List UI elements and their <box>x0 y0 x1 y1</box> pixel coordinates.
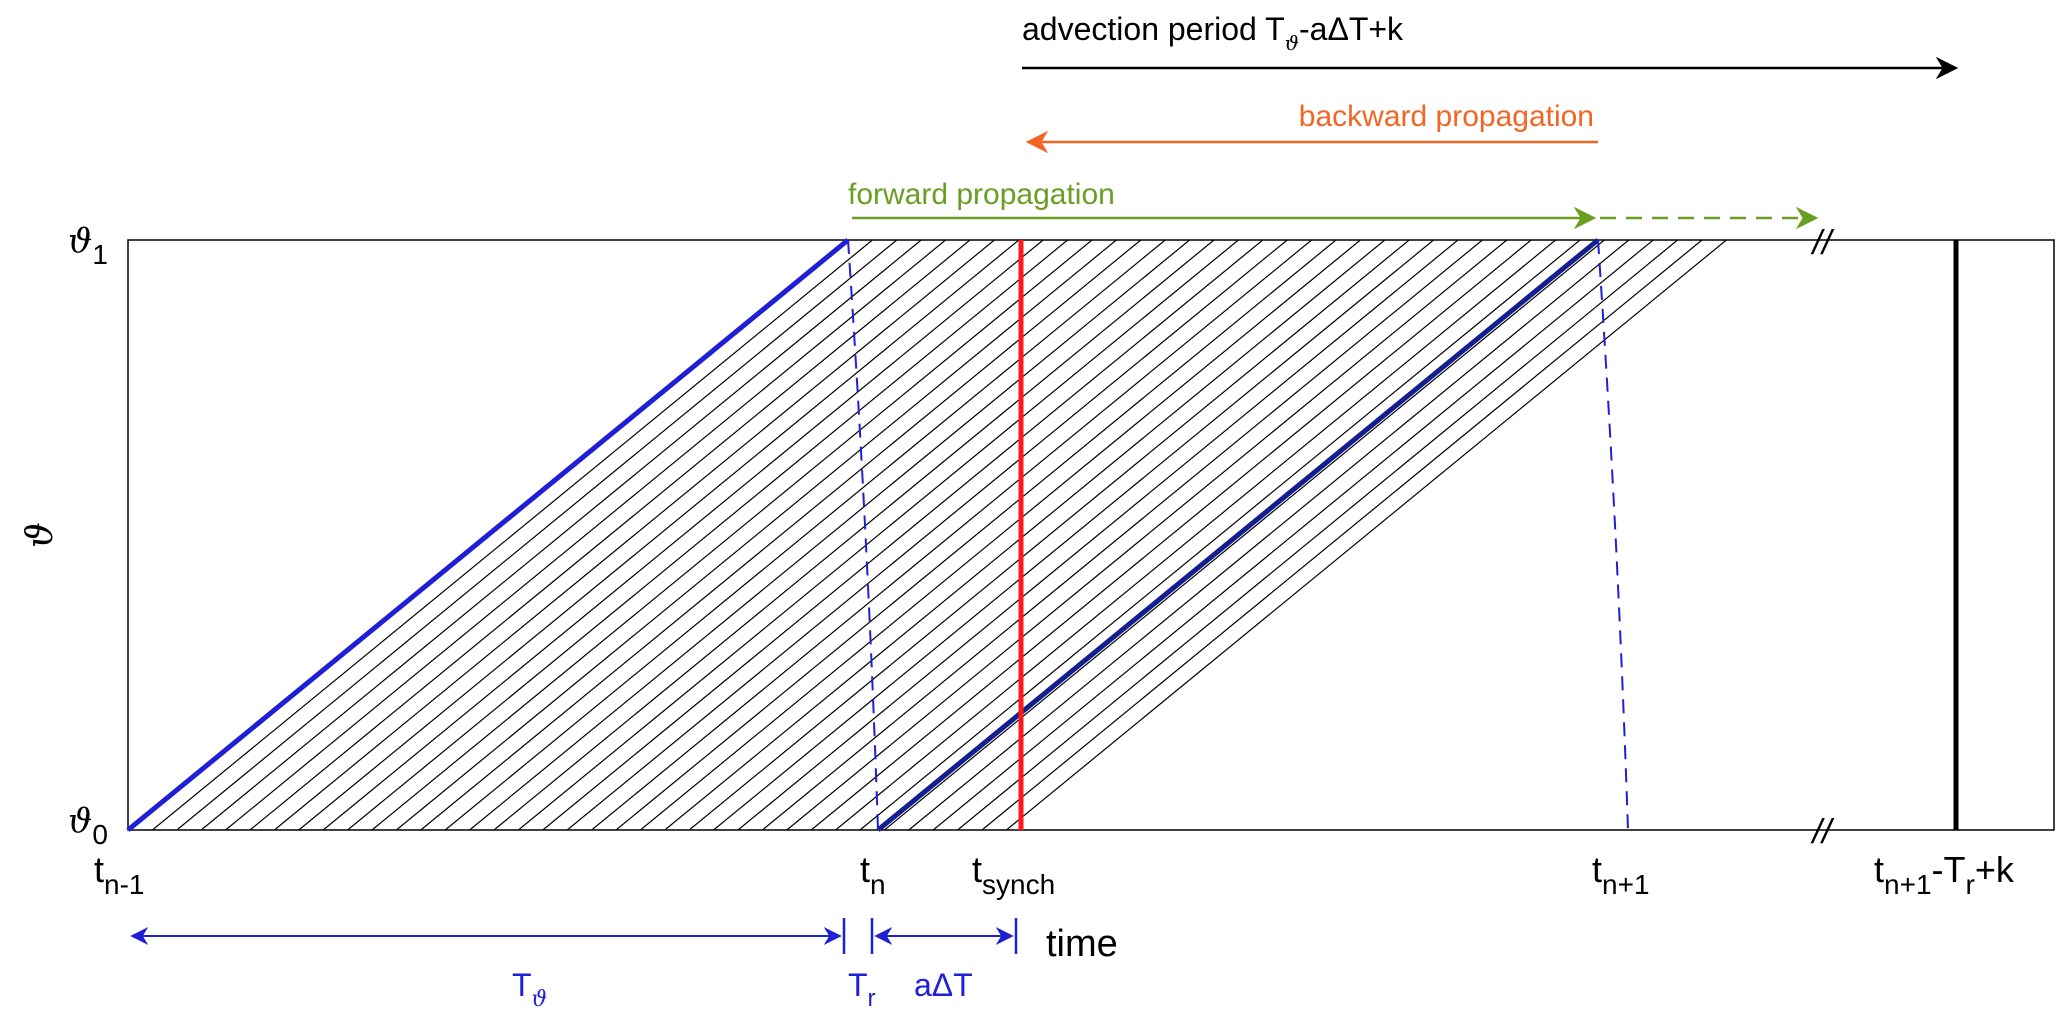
hatch-line <box>444 240 1166 830</box>
hatch-line <box>737 240 1459 830</box>
hatch-line <box>810 240 1532 830</box>
hatch-line <box>664 240 1386 830</box>
hatch-line <box>688 240 1410 830</box>
advection-period-group: advection period Tϑ-aΔT+k <box>1022 11 1959 80</box>
hatch-line <box>347 240 1068 830</box>
hatch-line <box>298 240 1020 830</box>
hatch-line <box>1006 240 1727 830</box>
x-tick-t-n-plus-1: tn+1 <box>1592 849 1650 900</box>
hatch-line <box>615 240 1337 830</box>
hatch-line <box>469 240 1190 830</box>
hatch-line <box>322 240 1044 830</box>
x-tick-t-end: tn+1-Tr+k <box>1874 849 2015 900</box>
hatch-line <box>859 240 1581 830</box>
hatch-line <box>225 240 946 830</box>
interval-label-t-theta: Tϑ <box>512 967 548 1012</box>
characteristic-line-first <box>126 238 850 832</box>
plot-area: // // <box>126 224 2055 851</box>
interval-arrows <box>130 918 1018 954</box>
hatch-line <box>884 240 1605 830</box>
hatch-line <box>835 240 1556 830</box>
hatch-line <box>274 240 995 830</box>
hatch-line <box>786 240 1508 830</box>
forward-propagation-group: forward propagation <box>848 178 1819 230</box>
hatch-line <box>152 240 873 830</box>
hatch-line <box>591 240 1312 830</box>
dashed-boundary-second <box>1597 239 1629 831</box>
axis-break-top: // <box>1811 224 1835 262</box>
backward-propagation-label: backward propagation <box>1299 100 1594 133</box>
hatch-line <box>420 240 1142 830</box>
hatch-line <box>981 240 1703 830</box>
hatch-lines <box>152 240 1727 830</box>
axis-break-bottom: // <box>1811 813 1835 851</box>
hatch-line <box>762 240 1483 830</box>
hatch-line <box>957 240 1678 830</box>
hatch-line <box>542 240 1264 830</box>
interval-label-a-delta-t: aΔT <box>914 967 973 1003</box>
x-axis-label: time <box>1046 923 1118 965</box>
interval-label-t-r: Tr <box>848 967 876 1012</box>
hatch-line <box>518 240 1239 830</box>
characteristic-line-second <box>876 238 1600 832</box>
hatch-line <box>566 240 1288 830</box>
backward-propagation-group: backward propagation <box>1025 100 1598 154</box>
x-tick-t-n-minus-1: tn-1 <box>94 849 144 900</box>
hatch-line <box>371 240 1093 830</box>
plot-frame <box>127 239 2055 831</box>
advection-period-label: advection period Tϑ-aΔT+k <box>1022 11 1404 55</box>
forward-propagation-label: forward propagation <box>848 178 1115 211</box>
hatch-line <box>713 240 1434 830</box>
y-axis-label: ϑ <box>20 522 61 548</box>
x-tick-t-n: tn <box>860 849 886 900</box>
y-tick-bottom: ϑ0 <box>68 801 108 850</box>
hatch-line <box>932 240 1654 830</box>
hatch-line <box>396 240 1117 830</box>
hatch-line <box>176 240 898 830</box>
hatch-line <box>249 240 971 830</box>
hatch-line <box>908 240 1630 830</box>
x-tick-t-synch: tsynch <box>972 849 1055 900</box>
hatch-line <box>200 240 922 830</box>
hatch-line <box>640 240 1361 830</box>
dashed-boundary-first <box>847 239 879 831</box>
hatch-line <box>493 240 1215 830</box>
y-tick-top: ϑ1 <box>68 221 108 270</box>
